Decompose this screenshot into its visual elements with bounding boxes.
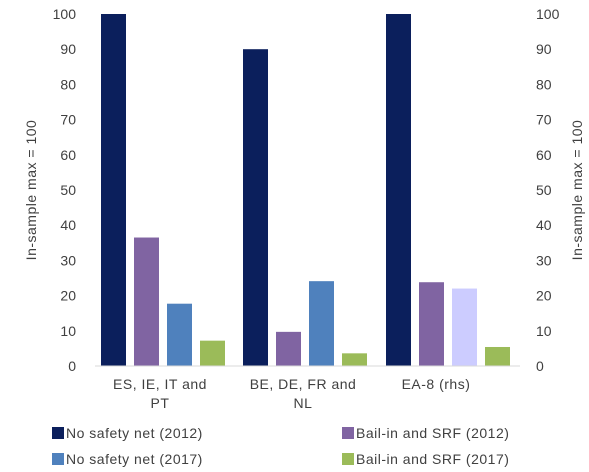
legend-swatch [342, 453, 354, 465]
category-label: PT [151, 395, 170, 411]
bar-3-category-3 [452, 288, 477, 366]
category-labels: ES, IE, IT and PT BE, DE, FR and NL EA-8 (rh… [113, 376, 470, 411]
left-tick-label: 70 [60, 112, 76, 128]
legend-label: No safety net (2017) [66, 451, 203, 467]
category-label: EA-8 (rhs) [402, 376, 471, 392]
right-axis-ticks: 0 10 20 30 40 50 60 70 80 90 100 [536, 6, 560, 374]
left-tick-label: 40 [60, 217, 76, 233]
bar-4-category-3 [485, 346, 510, 366]
left-tick-label: 90 [60, 41, 76, 57]
right-tick-label: 40 [536, 217, 552, 233]
left-tick-label: 0 [68, 358, 76, 374]
bar-1-category-2 [243, 49, 268, 366]
bar-chart: 0 10 20 30 40 50 60 70 80 90 100 0 10 20 30 40 50 60 70 80… [23, 6, 585, 411]
legend-item-series-4: Bail-in and SRF (2017) [342, 451, 509, 467]
legend-swatch [342, 427, 354, 439]
left-tick-label: 60 [60, 147, 76, 163]
bar-4-category-1 [200, 340, 225, 366]
right-axis-title: In-sample max = 100 [569, 120, 585, 261]
left-axis-title: In-sample max = 100 [23, 120, 39, 261]
right-tick-label: 90 [536, 41, 552, 57]
bar-3-category-1 [167, 303, 192, 366]
legend-item-series-2: Bail-in and SRF (2012) [342, 425, 509, 441]
legend-item-series-3: No safety net (2017) [52, 451, 203, 467]
bar-2-category-2 [276, 331, 301, 366]
category-label: NL [294, 395, 313, 411]
category-label: ES, IE, IT and [113, 376, 207, 392]
right-tick-label: 100 [536, 6, 560, 22]
category-label: BE, DE, FR and [250, 376, 357, 392]
legend-swatch [52, 427, 64, 439]
left-tick-label: 10 [60, 323, 76, 339]
bar-3-category-2 [309, 281, 334, 366]
legend-label: Bail-in and SRF (2012) [356, 425, 510, 441]
legend-label: No safety net (2012) [66, 425, 203, 441]
legend: No safety net (2012) Bail-in and SRF (20… [0, 418, 589, 472]
legend-label: Bail-in and SRF (2017) [356, 451, 510, 467]
right-tick-label: 60 [536, 147, 552, 163]
legend-item-series-1: No safety net (2012) [52, 425, 203, 441]
left-tick-label: 50 [60, 182, 76, 198]
bar-2-category-3 [419, 282, 444, 366]
left-tick-label: 100 [53, 6, 77, 22]
right-tick-label: 20 [536, 288, 552, 304]
left-tick-label: 20 [60, 288, 76, 304]
right-tick-label: 70 [536, 112, 552, 128]
bar-2-category-1 [134, 237, 159, 366]
right-tick-label: 30 [536, 252, 552, 268]
left-tick-label: 80 [60, 76, 76, 92]
bars [101, 14, 510, 366]
bar-1-category-1 [101, 14, 126, 366]
legend-swatch [52, 453, 64, 465]
right-tick-label: 50 [536, 182, 552, 198]
bar-4-category-2 [342, 353, 367, 366]
right-tick-label: 0 [536, 358, 544, 374]
left-axis-ticks: 0 10 20 30 40 50 60 70 80 90 100 [53, 6, 77, 374]
right-tick-label: 80 [536, 76, 552, 92]
left-tick-label: 30 [60, 252, 76, 268]
right-tick-label: 10 [536, 323, 552, 339]
bar-1-category-3 [386, 14, 411, 366]
